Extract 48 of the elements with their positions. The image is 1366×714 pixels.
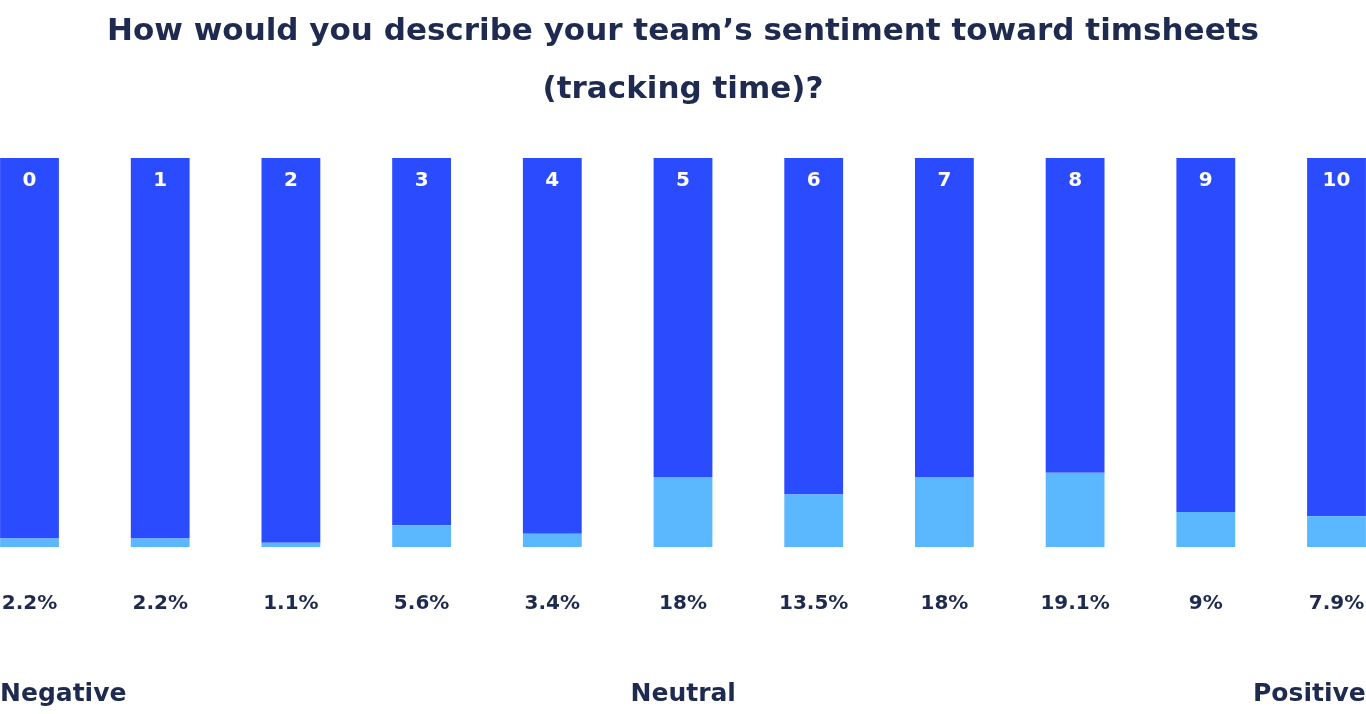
data-label: 19.1% — [1040, 590, 1110, 615]
x-tick-label: 1 — [153, 167, 168, 192]
bar — [1176, 511, 1236, 547]
bar — [784, 494, 844, 547]
bar — [1307, 516, 1366, 547]
data-label: 2.2% — [132, 590, 188, 615]
x-tick-label: 10 — [1322, 167, 1351, 192]
text: Neutral — [630, 678, 736, 707]
bar — [522, 158, 582, 534]
bar — [1045, 472, 1105, 547]
bar — [653, 158, 713, 477]
bar — [130, 158, 190, 539]
x-tick-label: 2 — [283, 167, 298, 192]
data-label: 18% — [659, 590, 707, 615]
data-label: 18% — [920, 590, 969, 615]
x-tick-label: 9 — [1198, 167, 1213, 192]
bar — [0, 538, 59, 547]
bar — [392, 525, 452, 547]
data-label: 5.6% — [393, 590, 450, 615]
x-tick-label: 4 — [545, 167, 560, 192]
data-label: 1.1% — [263, 590, 319, 615]
bar — [130, 538, 190, 547]
bar — [1045, 158, 1105, 473]
text: Positive — [1253, 678, 1366, 707]
data-label: 7.9% — [1308, 590, 1365, 615]
bar — [914, 476, 974, 547]
bar — [784, 158, 844, 495]
text: Negative — [0, 678, 127, 707]
x-tick-label: 3 — [414, 167, 429, 192]
bar — [261, 158, 321, 543]
bar — [653, 476, 713, 547]
data-label: 2.2% — [1, 590, 58, 615]
bar — [522, 533, 582, 547]
x-tick-label: 7 — [937, 167, 952, 192]
bar — [392, 158, 452, 526]
data-label: 3.4% — [524, 590, 581, 615]
bar — [1176, 158, 1236, 512]
x-tick-label: 0 — [22, 167, 37, 192]
data-label: 13.5% — [779, 590, 849, 615]
bar — [1307, 158, 1366, 517]
data-label: 9% — [1188, 590, 1223, 615]
chart-title: How would you describe your team’s sentiment toward timsheets (tracking time)? — [106, 10, 1260, 107]
bar — [0, 158, 59, 539]
x-tick-label: 5 — [676, 167, 690, 192]
bar — [914, 158, 974, 477]
bar — [261, 542, 321, 547]
x-tick-label: 8 — [1068, 167, 1083, 192]
x-tick-label: 6 — [806, 167, 821, 192]
